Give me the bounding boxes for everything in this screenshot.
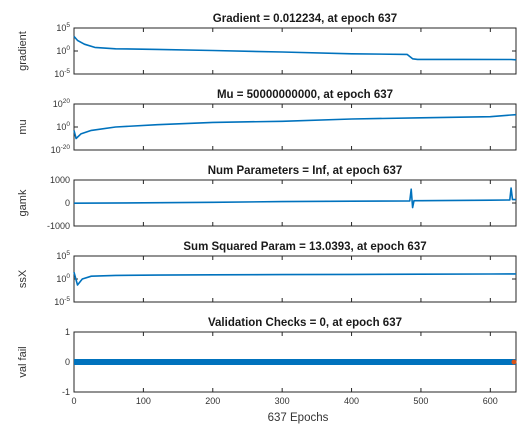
panel-title: Mu = 50000000000, at epoch 637 — [217, 89, 393, 101]
y-tick-label: -1 — [62, 387, 70, 397]
series-line — [73, 35, 517, 61]
y-tick-label: 1 — [65, 327, 70, 337]
panel-title: Num Parameters = Inf, at epoch 637 — [208, 165, 403, 177]
panel-title: Gradient = 0.012234, at epoch 637 — [213, 13, 397, 25]
y-tick-label: 1020 — [53, 98, 71, 109]
plot-frame — [73, 103, 517, 151]
panel-title: Sum Squared Param = 13.0393, at epoch 63… — [183, 241, 426, 253]
y-tick-label: 100 — [56, 45, 70, 56]
panel-5: Validation Checks = 0, at epoch 637 val f… — [17, 317, 517, 406]
panel-1: Gradient = 0.012234, at epoch 637 gradien… — [17, 13, 517, 79]
y-tick-label: 105 — [56, 22, 70, 33]
series-line — [73, 271, 517, 286]
last-epoch-marker — [511, 359, 517, 365]
y-axis-label: val fail — [17, 346, 29, 377]
y-axis-label: mu — [17, 119, 29, 134]
plot-frame — [73, 255, 517, 303]
plot-frame — [73, 27, 517, 75]
y-tick-label: 105 — [56, 250, 70, 261]
panel-2: Mu = 50000000000, at epoch 637 mu 1020 100 1… — [17, 89, 517, 155]
y-tick-label: 10-5 — [54, 68, 70, 79]
y-tick-label: 100 — [56, 121, 70, 132]
y-axis-label: gradient — [17, 31, 29, 71]
series-line — [73, 113, 517, 140]
y-tick-label: 10-5 — [54, 296, 70, 307]
series-line — [73, 187, 516, 209]
x-tick-label: 0 — [71, 396, 76, 406]
panel-title: Validation Checks = 0, at epoch 637 — [208, 317, 402, 329]
y-tick-label: 100 — [56, 273, 70, 284]
y-tick-label: 0 — [65, 198, 70, 208]
plot-frame — [73, 179, 517, 227]
y-tick-label: 10-20 — [51, 144, 71, 155]
x-tick-label: 400 — [344, 396, 359, 406]
x-tick-label: 100 — [136, 396, 151, 406]
panel-4: Sum Squared Param = 13.0393, at epoch 63… — [17, 241, 517, 307]
y-tick-label: -1000 — [47, 221, 70, 231]
y-tick-label: 1000 — [50, 175, 70, 185]
x-tick-label: 600 — [483, 396, 498, 406]
x-tick-label: 200 — [205, 396, 220, 406]
x-axis-label: 637 Epochs — [268, 412, 329, 424]
y-axis-label: ssX — [17, 269, 29, 288]
panel-3: Num Parameters = Inf, at epoch 637 gamk 10… — [17, 165, 517, 231]
x-tick-label: 300 — [275, 396, 290, 406]
y-axis-label: gamk — [17, 189, 29, 216]
x-tick-label: 500 — [413, 396, 428, 406]
y-tick-label: 0 — [65, 357, 70, 367]
